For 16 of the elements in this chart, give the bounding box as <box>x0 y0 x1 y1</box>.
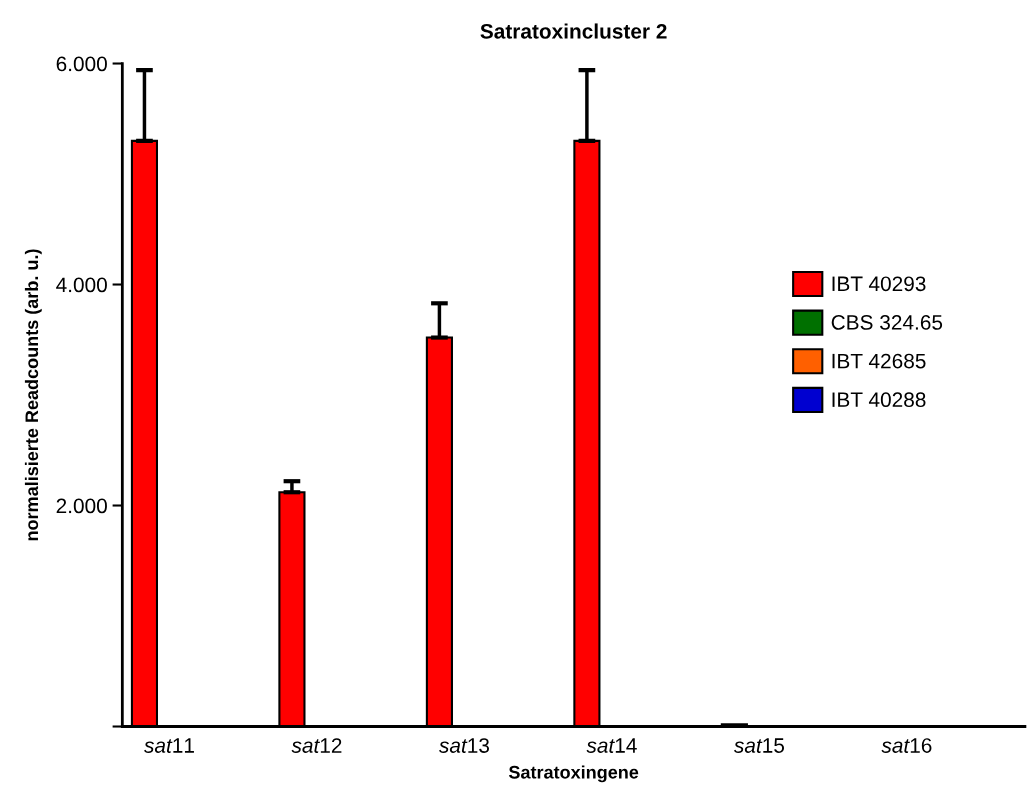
y-axis-title: normalisierte Readcounts (arb. u.) <box>24 249 42 541</box>
y-tick-label: 2.000 <box>56 498 107 514</box>
x-tick-label: sat15 <box>733 738 785 753</box>
legend-label: IBT 40288 <box>832 392 926 408</box>
x-axis-title: Satratoxingene <box>508 765 639 783</box>
legend-label: IBT 40293 <box>832 276 926 292</box>
x-tick-label: sat14 <box>586 738 637 753</box>
y-tick-label: 6.000 <box>56 56 107 72</box>
legend-label: IBT 42685 <box>832 353 926 369</box>
x-tick-label: sat11 <box>144 738 194 753</box>
chart-title: Satratoxincluster 2 <box>480 23 667 39</box>
x-tick-label: sat13 <box>439 738 490 753</box>
legend-label: CBS 324.65 <box>831 315 943 330</box>
x-tick-label: sat16 <box>881 738 932 753</box>
y-tick-label: 4.000 <box>56 277 107 293</box>
x-tick-label: sat12 <box>291 738 342 753</box>
